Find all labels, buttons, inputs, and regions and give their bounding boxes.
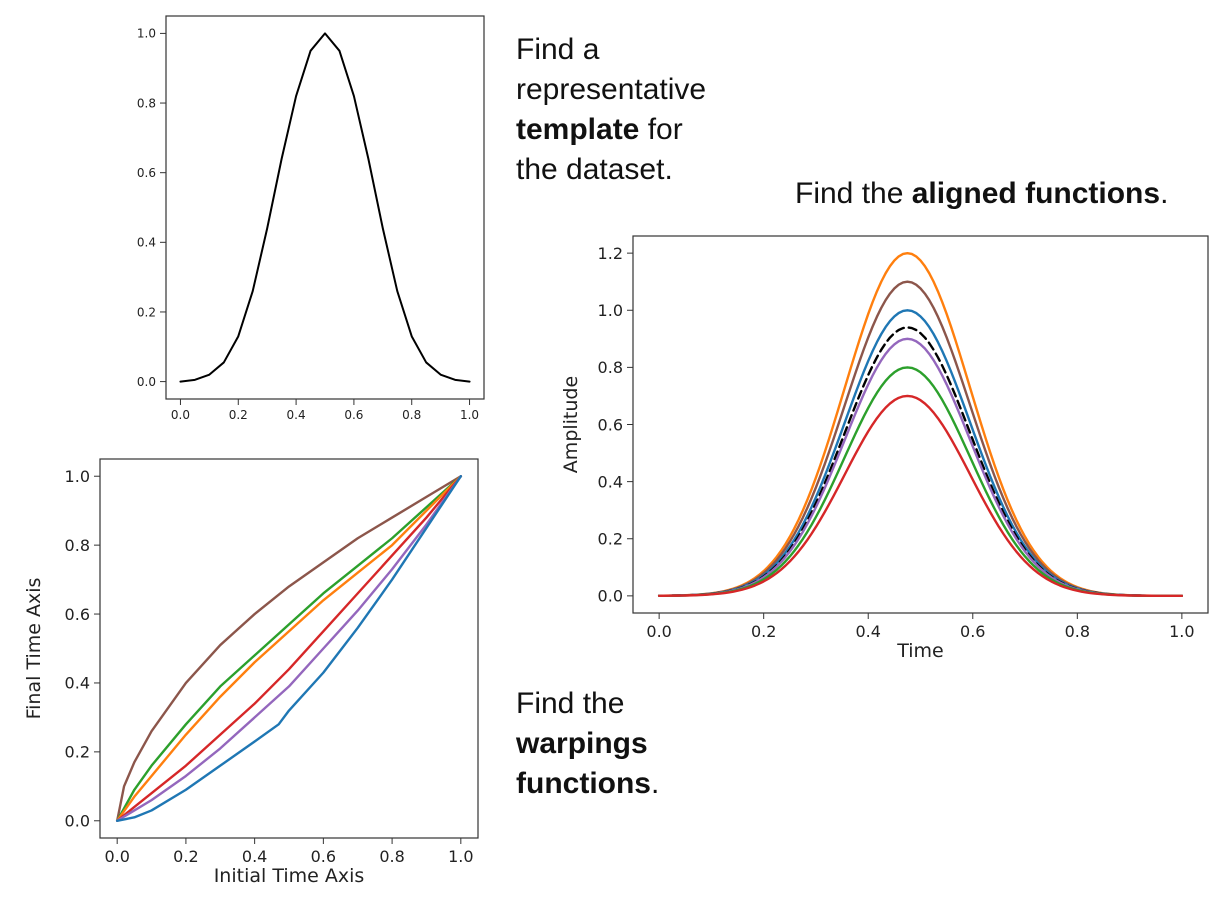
template-xtick-label-3: 0.6 — [344, 408, 363, 422]
aligned-ytick-label-4: 0.8 — [598, 358, 623, 377]
caption-aligned-pre: Find the — [795, 177, 912, 210]
warpings-xtick-label-4: 0.8 — [379, 847, 404, 866]
chart-aligned: 0.0 0.2 0.4 0.6 0.8 1.0 0.0 0.2 0.4 0.6 0.8 1.0 1.2 T… — [560, 235, 1209, 662]
caption-template-line1: Find a — [516, 33, 600, 66]
warpings-xlabel: Initial Time Axis — [214, 865, 365, 887]
template-xtick-label-1: 0.2 — [229, 408, 248, 422]
warpings-xtick-label-1: 0.2 — [173, 847, 198, 866]
caption-template-bold: template — [516, 113, 640, 146]
caption-template: Find a representative template for the d… — [516, 30, 706, 190]
warpings-ytick-label-2: 0.4 — [65, 674, 90, 693]
aligned-series-1 — [657, 280, 1184, 598]
aligned-xtick-label-1: 0.2 — [751, 622, 776, 641]
template-ytick-label-5: 1.0 — [137, 27, 156, 41]
aligned-xlabel: Time — [896, 640, 944, 662]
template-xtick-label-5: 1.0 — [460, 408, 479, 422]
aligned-xtick-label-2: 0.4 — [856, 622, 881, 641]
template-series-0 — [179, 32, 471, 383]
caption-warpings-bold2: functions — [516, 767, 651, 800]
warpings-xtick-label-0: 0.0 — [104, 847, 129, 866]
warpings-xtick-label-3: 0.6 — [311, 847, 336, 866]
aligned-xtick-label-0: 0.0 — [646, 622, 671, 641]
caption-warpings-bold1: warpings — [516, 727, 648, 760]
caption-warpings: Find the warpings functions. — [516, 684, 659, 804]
template-ytick-label-1: 0.2 — [137, 305, 156, 319]
caption-aligned: Find the aligned functions. — [795, 174, 1168, 214]
warpings-ylabel: Final Time Axis — [23, 578, 45, 720]
caption-warpings-line3: functions. — [516, 764, 659, 804]
aligned-series-6 — [657, 394, 1184, 598]
template-xtick-label-2: 0.4 — [287, 408, 306, 422]
aligned-ytick-label-1: 0.2 — [598, 530, 623, 549]
warpings-ytick-label-3: 0.6 — [65, 605, 90, 624]
aligned-series-2 — [657, 309, 1184, 598]
template-ytick-label-0: 0.0 — [137, 375, 156, 389]
template-ytick-label-4: 0.8 — [137, 96, 156, 110]
caption-warpings-line1: Find the — [516, 687, 625, 720]
template-ytick-label-3: 0.6 — [137, 166, 156, 180]
caption-warpings-line2: warpings — [516, 724, 659, 764]
warpings-axes-frame — [99, 458, 479, 839]
template-ytick-label-2: 0.4 — [137, 236, 156, 250]
warpings-series-1 — [115, 475, 463, 822]
aligned-axes-frame — [632, 235, 1209, 614]
warpings-ytick-label-0: 0.0 — [65, 812, 90, 831]
warpings-series-3 — [115, 475, 463, 822]
aligned-ytick-label-2: 0.4 — [598, 472, 623, 491]
caption-template-line3: template for — [516, 110, 706, 150]
caption-warpings-line3-rest: . — [651, 767, 660, 800]
aligned-ylabel: Amplitude — [560, 376, 582, 473]
aligned-ytick-label-3: 0.6 — [598, 415, 623, 434]
aligned-xtick-label-3: 0.6 — [960, 622, 985, 641]
aligned-series-3 — [657, 326, 1184, 598]
caption-aligned-line: Find the aligned functions. — [795, 174, 1168, 214]
aligned-ytick-label-6: 1.2 — [598, 244, 623, 263]
warpings-ytick-label-5: 1.0 — [65, 467, 90, 486]
warpings-xtick-label-5: 1.0 — [448, 847, 473, 866]
aligned-series-4 — [657, 337, 1184, 598]
warpings-series-5 — [115, 475, 463, 822]
aligned-xtick-label-4: 0.8 — [1065, 622, 1090, 641]
aligned-xtick-label-5: 1.0 — [1169, 622, 1194, 641]
template-xtick-label-0: 0.0 — [171, 408, 190, 422]
aligned-ytick-label-5: 1.0 — [598, 301, 623, 320]
warpings-ytick-label-4: 0.8 — [65, 536, 90, 555]
warpings-ytick-label-1: 0.2 — [65, 743, 90, 762]
caption-template-line2: representative — [516, 73, 707, 106]
aligned-ytick-label-0: 0.0 — [598, 587, 623, 606]
warpings-series-0 — [115, 475, 463, 822]
chart-warpings: 0.0 0.2 0.4 0.6 0.8 1.0 0.0 0.2 0.4 0.6 0.8 1.0 Init… — [23, 458, 479, 887]
template-axes-frame — [165, 15, 485, 400]
aligned-series-0 — [657, 251, 1184, 598]
caption-template-line4: the dataset. — [516, 153, 673, 186]
chart-template: 0.0 0.2 0.4 0.6 0.8 1.0 0.0 0.2 0.4 0.6 0.8 1.0 — [137, 15, 485, 422]
caption-aligned-post: . — [1160, 177, 1169, 210]
warpings-series-2 — [115, 475, 463, 822]
caption-aligned-bold: aligned functions — [911, 177, 1161, 210]
caption-template-line3-rest: for — [639, 113, 683, 146]
template-xtick-label-4: 0.8 — [402, 408, 421, 422]
warpings-xtick-label-2: 0.4 — [242, 847, 267, 866]
warpings-series-4 — [115, 475, 463, 822]
